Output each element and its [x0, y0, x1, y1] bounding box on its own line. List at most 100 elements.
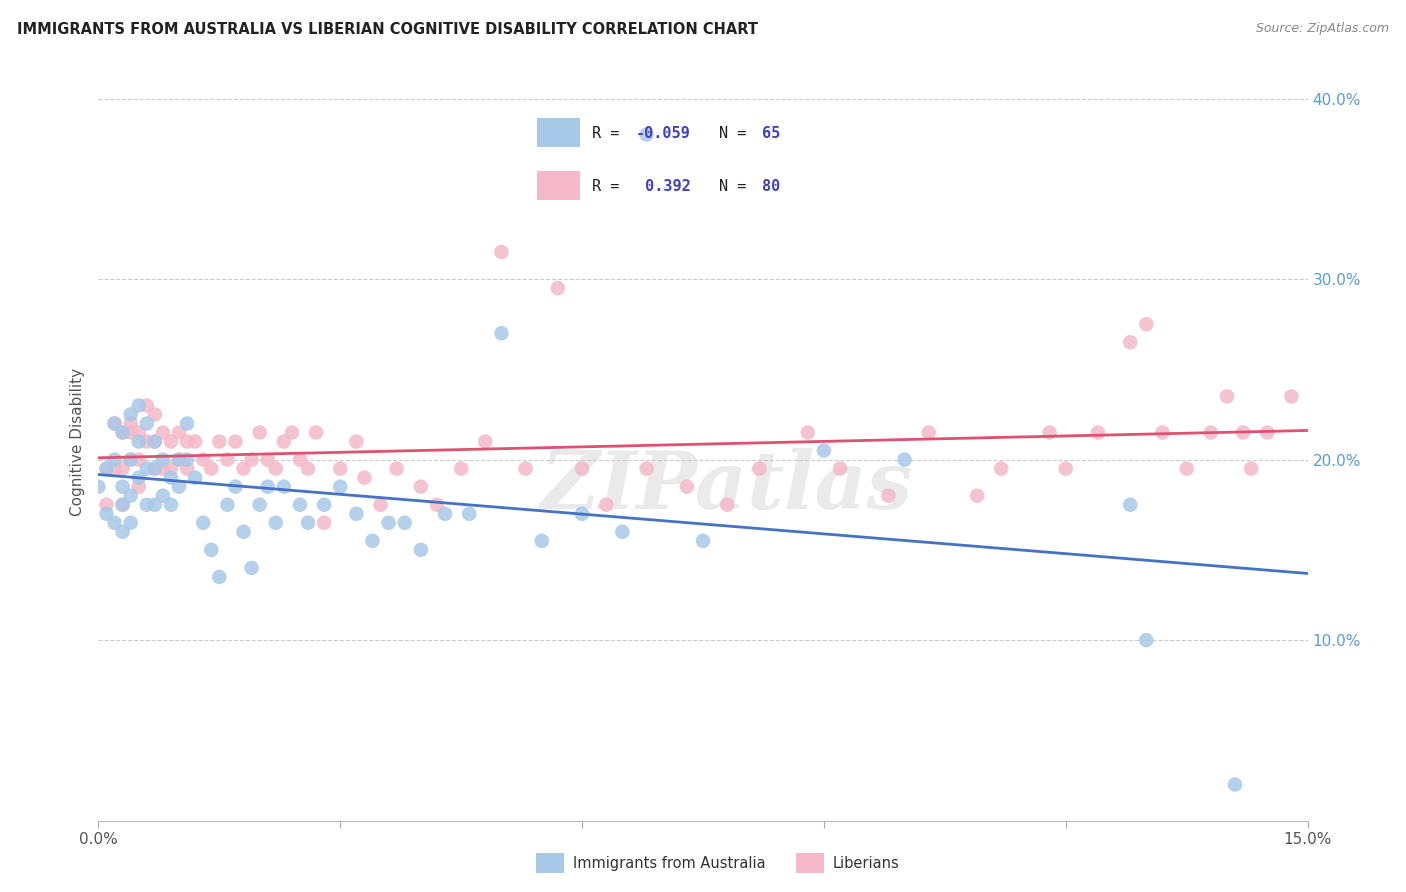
- Point: [1054, 461, 1077, 475]
- Point: [167, 480, 190, 494]
- Point: [273, 480, 295, 494]
- Point: [111, 524, 134, 539]
- Point: [111, 498, 134, 512]
- Point: [990, 461, 1012, 475]
- Point: [167, 452, 190, 467]
- Point: [167, 425, 190, 440]
- Point: [193, 452, 215, 467]
- Point: [96, 461, 118, 475]
- Point: [636, 128, 658, 142]
- Point: [167, 452, 190, 467]
- Point: [111, 425, 134, 440]
- Point: [1199, 425, 1222, 440]
- Point: [128, 425, 150, 440]
- Point: [103, 452, 125, 467]
- Text: Liberians: Liberians: [832, 855, 900, 871]
- Point: [491, 326, 513, 341]
- Point: [474, 434, 496, 449]
- Point: [143, 461, 166, 475]
- Point: [184, 434, 207, 449]
- Text: ZIPatlas: ZIPatlas: [541, 449, 914, 525]
- Point: [143, 434, 166, 449]
- Point: [571, 461, 593, 475]
- Point: [135, 461, 157, 475]
- Point: [1135, 317, 1157, 331]
- Point: [595, 498, 617, 512]
- Point: [120, 452, 142, 467]
- Point: [409, 542, 432, 557]
- Point: [877, 489, 900, 503]
- Point: [120, 452, 142, 467]
- Point: [1240, 461, 1263, 475]
- Point: [103, 417, 125, 431]
- Point: [385, 461, 408, 475]
- Point: [256, 480, 278, 494]
- Point: [297, 516, 319, 530]
- Point: [273, 434, 295, 449]
- Point: [160, 498, 183, 512]
- Point: [160, 470, 183, 484]
- Point: [143, 498, 166, 512]
- Point: [135, 434, 157, 449]
- Point: [143, 434, 166, 449]
- Point: [893, 452, 915, 467]
- Point: [828, 461, 851, 475]
- Point: [160, 434, 183, 449]
- Point: [200, 542, 222, 557]
- Point: [176, 434, 198, 449]
- Point: [128, 480, 150, 494]
- Point: [426, 498, 449, 512]
- Point: [797, 425, 820, 440]
- Point: [813, 443, 835, 458]
- Point: [377, 516, 399, 530]
- Point: [120, 425, 142, 440]
- Point: [314, 498, 336, 512]
- Point: [224, 434, 246, 449]
- Point: [297, 461, 319, 475]
- Point: [135, 399, 157, 413]
- Point: [111, 480, 134, 494]
- Point: [120, 417, 142, 431]
- Point: [1087, 425, 1109, 440]
- Y-axis label: Cognitive Disability: Cognitive Disability: [70, 368, 86, 516]
- Point: [305, 425, 328, 440]
- Point: [96, 507, 118, 521]
- Point: [96, 498, 118, 512]
- Point: [1216, 389, 1239, 403]
- Text: Source: ZipAtlas.com: Source: ZipAtlas.com: [1256, 22, 1389, 36]
- Point: [249, 498, 271, 512]
- Point: [103, 516, 125, 530]
- Point: [329, 480, 352, 494]
- Point: [1135, 633, 1157, 648]
- Point: [1256, 425, 1278, 440]
- Text: Immigrants from Australia: Immigrants from Australia: [574, 855, 766, 871]
- Point: [120, 489, 142, 503]
- Point: [636, 461, 658, 475]
- Bar: [536, 853, 564, 873]
- Point: [120, 516, 142, 530]
- Point: [184, 470, 207, 484]
- Point: [256, 452, 278, 467]
- Point: [288, 498, 311, 512]
- Point: [748, 461, 770, 475]
- Point: [200, 461, 222, 475]
- Point: [176, 417, 198, 431]
- Point: [240, 561, 263, 575]
- Point: [547, 281, 569, 295]
- Point: [128, 399, 150, 413]
- Point: [434, 507, 457, 521]
- Point: [530, 533, 553, 548]
- Point: [344, 434, 367, 449]
- Point: [240, 452, 263, 467]
- Point: [143, 408, 166, 422]
- Point: [111, 461, 134, 475]
- Point: [370, 498, 392, 512]
- Text: IMMIGRANTS FROM AUSTRALIA VS LIBERIAN COGNITIVE DISABILITY CORRELATION CHART: IMMIGRANTS FROM AUSTRALIA VS LIBERIAN CO…: [17, 22, 758, 37]
- Point: [249, 425, 271, 440]
- Point: [281, 425, 304, 440]
- Point: [1152, 425, 1174, 440]
- Point: [676, 480, 699, 494]
- Point: [143, 461, 166, 475]
- Point: [128, 434, 150, 449]
- Point: [1039, 425, 1062, 440]
